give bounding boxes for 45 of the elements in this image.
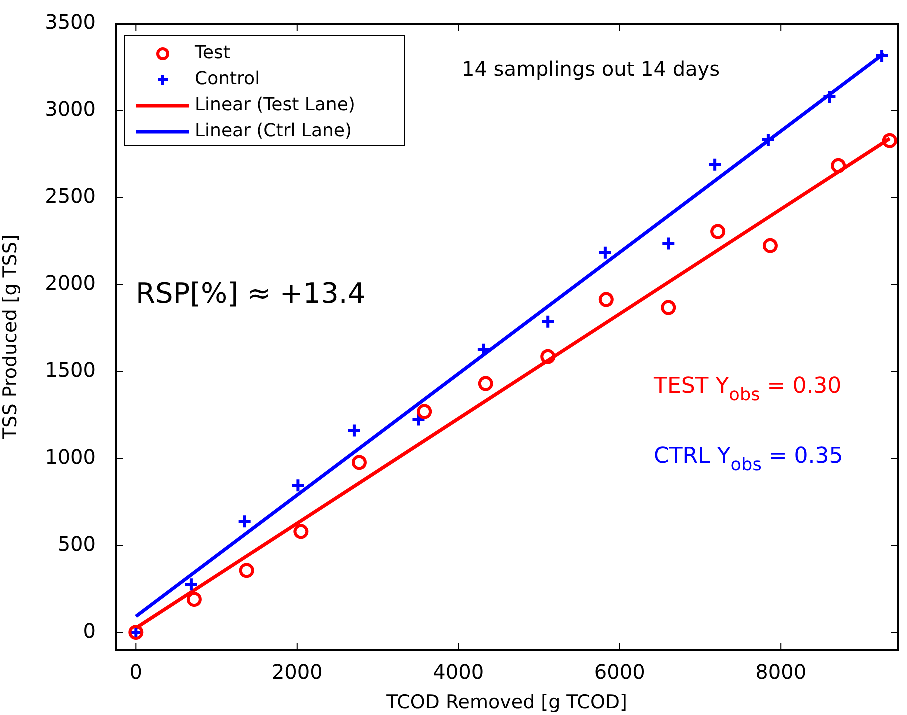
x-tick-label: 8000	[756, 660, 807, 684]
annotation: 14 samplings out 14 days	[462, 57, 720, 81]
point	[822, 90, 838, 105]
point	[237, 514, 252, 530]
x-axis-title: TCOD Removed [g TCOD]	[386, 692, 628, 714]
point	[352, 455, 367, 470]
legend-label: Test	[194, 42, 230, 64]
point	[760, 132, 776, 148]
y-tick-label: 2000	[45, 271, 96, 296]
point	[710, 224, 726, 240]
y-axis-title: TSS Produced [g TSS]	[0, 234, 22, 440]
annotation: RSP[%] ≈ +13.4	[136, 277, 366, 310]
point	[346, 423, 362, 438]
legend-label: Linear (Ctrl Lane)	[195, 120, 352, 142]
y-tick-label: 3500	[45, 10, 96, 34]
point	[478, 376, 494, 392]
y-tick-label: 2500	[45, 184, 96, 208]
y-tick-label: 0	[83, 618, 96, 643]
point	[598, 245, 613, 260]
point	[290, 478, 306, 494]
point	[184, 577, 199, 592]
y-tick-label: 1500	[45, 358, 96, 382]
x-tick-label: 4000	[433, 660, 484, 684]
point	[540, 314, 556, 330]
point	[661, 300, 676, 316]
point	[831, 158, 846, 174]
x-tick-label: 0	[130, 660, 143, 684]
x-tick-label: 2000	[272, 660, 323, 684]
y-tick-label: 3000	[45, 97, 96, 122]
y-tick-label: 500	[58, 532, 96, 556]
legend-label: Control	[195, 68, 260, 90]
legend-label: Linear (Test Lane)	[195, 94, 356, 116]
point	[417, 404, 432, 420]
point	[186, 592, 202, 608]
point	[661, 236, 676, 252]
point	[239, 563, 254, 578]
point	[294, 524, 309, 540]
point	[882, 133, 898, 148]
x-tick-label: 6000	[594, 660, 646, 684]
y-tick-label: 1000	[45, 444, 96, 469]
point	[762, 238, 778, 254]
point	[540, 349, 556, 364]
point	[708, 157, 723, 172]
point	[598, 292, 614, 308]
point	[874, 48, 890, 64]
